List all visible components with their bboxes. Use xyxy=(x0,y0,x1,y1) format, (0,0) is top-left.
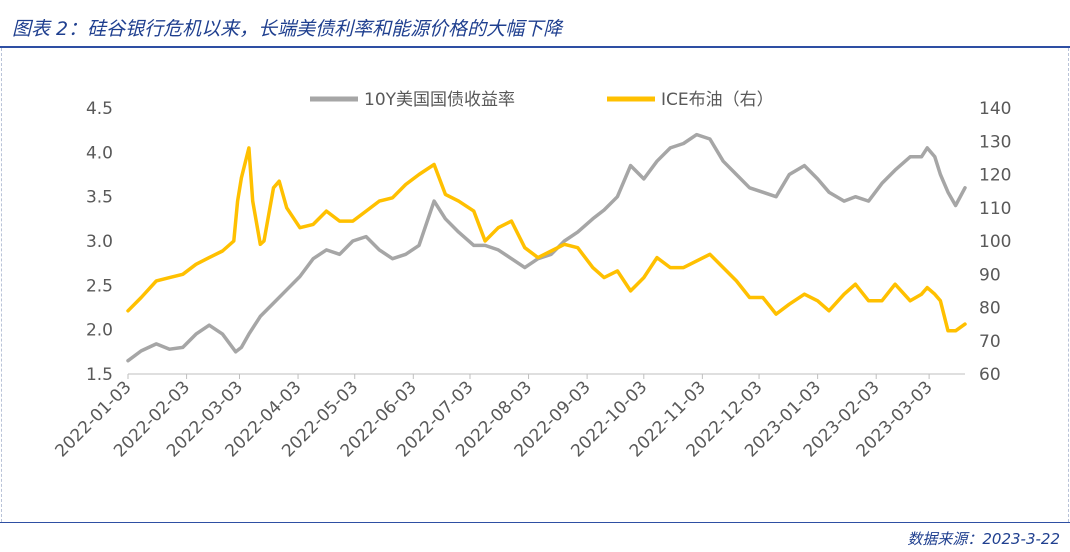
source-note: 数据来源：2023-3-22 xyxy=(907,530,1060,548)
series-line-oil xyxy=(126,146,967,333)
header: 图表 2：硅谷银行危机以来，长端美债利率和能源价格的大幅下降 xyxy=(0,0,1070,46)
y-right-tick-label: 110 xyxy=(979,199,1011,219)
y-axis-right: 60 70 80 90 100 110 120 130 140 xyxy=(979,99,1011,385)
y-right-tick-label: 100 xyxy=(979,232,1011,252)
series-line-treasury xyxy=(126,132,967,363)
y-left-tick-label: 1.5 xyxy=(86,365,113,385)
y-left-tick-label: 4.0 xyxy=(86,143,113,163)
x-axis: 2022-01-032022-02-032022-03-032022-04-03… xyxy=(52,373,965,461)
y-right-tick-label: 70 xyxy=(979,332,1001,352)
y-left-tick-label: 4.5 xyxy=(86,99,113,119)
footer-divider xyxy=(0,522,1070,523)
frame-right-border xyxy=(1068,48,1069,522)
legend-label-treasury: 10Y美国国债收益率 xyxy=(364,90,515,110)
y-right-tick-label: 60 xyxy=(979,365,1001,385)
legend-label-oil: ICE布油（右） xyxy=(661,90,774,110)
chart-legend: 10Y美国国债收益率 ICE布油（右） xyxy=(310,90,774,110)
y-right-tick-label: 130 xyxy=(979,132,1011,152)
title-divider xyxy=(0,46,1070,48)
y-axis-left: 1.5 2.0 2.5 3.0 3.5 4.0 4.5 xyxy=(86,99,113,385)
y-left-tick-label: 3.5 xyxy=(86,188,113,208)
frame-left-border xyxy=(1,48,2,522)
y-right-tick-label: 120 xyxy=(979,166,1011,186)
y-right-tick-label: 140 xyxy=(979,99,1011,119)
y-left-tick-label: 2.5 xyxy=(86,276,113,296)
page-title: 图表 2：硅谷银行危机以来，长端美债利率和能源价格的大幅下降 xyxy=(12,18,563,40)
series-layer xyxy=(126,132,967,363)
line-chart: 10Y美国国债收益率 ICE布油（右） 1.5 2.0 2.5 3.0 3.5 4.0 4.… xyxy=(52,90,1012,461)
y-left-tick-label: 2.0 xyxy=(86,321,113,341)
y-right-tick-label: 80 xyxy=(979,299,1001,319)
y-right-tick-label: 90 xyxy=(979,265,1001,285)
y-left-tick-label: 3.0 xyxy=(86,232,113,252)
